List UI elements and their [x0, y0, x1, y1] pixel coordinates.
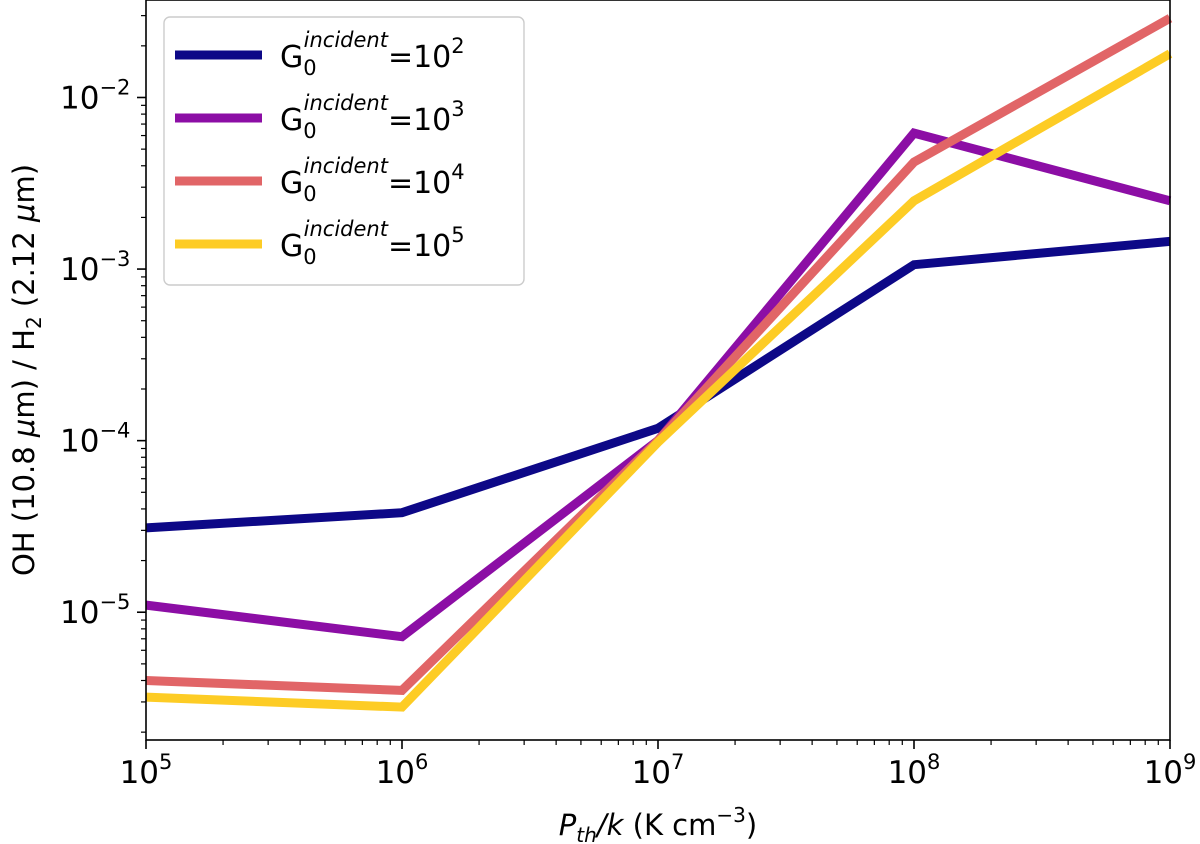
y-tick-label: 10−2 — [60, 75, 130, 116]
x-axis-label: Pth/k (K cm−3) — [559, 803, 757, 844]
series-lines — [145, 14, 1173, 712]
legend-label: G0incident=105 — [280, 217, 465, 269]
x-tick-label: 106 — [376, 750, 429, 791]
legend-item: G0incident=104 — [175, 154, 465, 206]
plot-frame — [145, 0, 1171, 741]
legend-label: G0incident=104 — [280, 154, 465, 206]
series-line-1 — [145, 236, 1171, 533]
series-line-4 — [145, 49, 1173, 712]
y-tick-label: 10−5 — [60, 590, 130, 631]
y-tick-label: 10−3 — [60, 247, 130, 288]
x-tick-label: 109 — [1144, 750, 1197, 791]
y-axis-label: OH (10.8 μm) / H2 (2.12 μm) — [7, 164, 46, 576]
legend-item: G0incident=102 — [175, 28, 465, 80]
x-tick-label: 107 — [632, 750, 685, 791]
legend-box — [163, 16, 525, 286]
legend-item: G0incident=103 — [175, 91, 465, 143]
legend-item: G0incident=105 — [175, 217, 465, 269]
x-tick-label: 105 — [120, 750, 173, 791]
legend-label: G0incident=103 — [280, 91, 465, 143]
axis-ticks: 105 106 107 108 109 10−5 10−4 10−3 10−2 — [60, 15, 1197, 791]
y-tick-label: 10−4 — [60, 419, 130, 460]
legend-label: G0incident=102 — [280, 28, 465, 80]
legend: G0incident=102 G0incident=103 G0incident=1… — [163, 16, 525, 286]
x-tick-label: 108 — [888, 750, 941, 791]
